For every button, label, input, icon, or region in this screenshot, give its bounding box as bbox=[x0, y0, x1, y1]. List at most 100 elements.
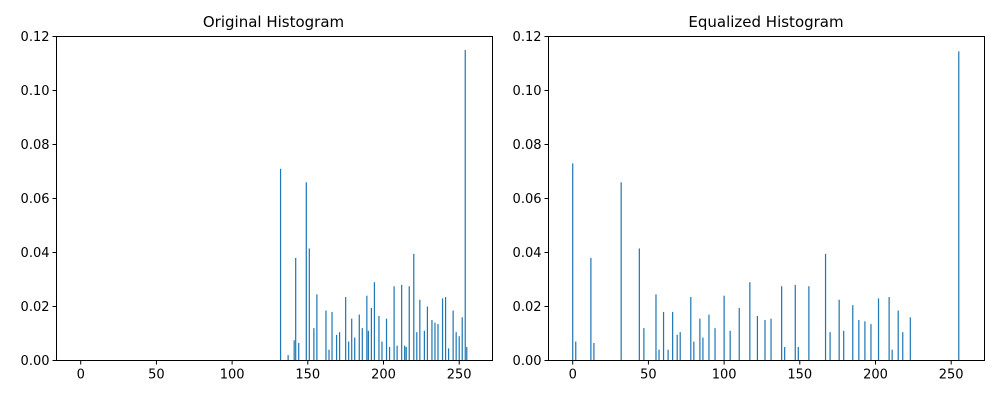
histogram-bar bbox=[770, 318, 772, 361]
histogram-bar bbox=[572, 163, 574, 361]
histogram-bar bbox=[794, 284, 796, 361]
histogram-bar bbox=[714, 328, 716, 361]
subplot-equalized: Equalized Histogram 0 50 100 150 200 250 0.00… bbox=[513, 13, 985, 383]
chart-title: Original Histogram bbox=[203, 13, 344, 31]
y-tick-label: 0.00 bbox=[513, 354, 542, 369]
histogram-bar bbox=[455, 332, 457, 361]
axes-frame bbox=[548, 36, 985, 361]
histogram-bar bbox=[279, 168, 282, 361]
y-tick-label: 0.08 bbox=[21, 138, 50, 153]
histogram-bar bbox=[305, 182, 307, 361]
histogram-bar bbox=[441, 298, 444, 361]
histogram-bar bbox=[891, 349, 893, 361]
histogram-bar bbox=[328, 349, 330, 361]
histogram-bar bbox=[388, 347, 391, 361]
histogram-bar bbox=[655, 294, 657, 361]
y-axis-ticks-original: 0.00 0.02 0.04 0.06 0.08 0.10 0.12 bbox=[21, 30, 57, 369]
x-tick-label: 100 bbox=[220, 368, 245, 383]
histogram-bar bbox=[354, 337, 356, 361]
histogram-bar bbox=[444, 297, 447, 361]
histogram-bar bbox=[351, 318, 353, 361]
y-tick-label: 0.12 bbox=[513, 30, 542, 45]
histogram-bar bbox=[464, 50, 466, 361]
bars-equalized bbox=[572, 51, 960, 361]
histogram-bar bbox=[385, 318, 388, 361]
histogram-bar bbox=[408, 286, 410, 361]
y-axis-ticks-equalized: 0.00 0.02 0.04 0.06 0.08 0.10 0.12 bbox=[513, 30, 549, 369]
histogram-bar bbox=[298, 342, 300, 361]
histogram-bar bbox=[729, 330, 731, 361]
x-tick-label: 250 bbox=[447, 368, 472, 383]
histogram-bar bbox=[620, 182, 622, 361]
histogram-bar bbox=[897, 310, 899, 361]
histogram-bar bbox=[316, 294, 318, 361]
histogram-bar bbox=[416, 332, 418, 361]
chart-title: Equalized Histogram bbox=[688, 13, 843, 31]
y-tick-label: 0.12 bbox=[21, 30, 50, 45]
histogram-bar bbox=[690, 297, 692, 361]
histogram-bar bbox=[466, 347, 468, 361]
histogram-bar bbox=[838, 299, 840, 361]
histogram-bar bbox=[643, 328, 645, 361]
histogram-bar bbox=[723, 295, 725, 361]
x-tick-label: 150 bbox=[295, 368, 320, 383]
histogram-bar bbox=[902, 332, 904, 361]
axes-frame bbox=[56, 36, 493, 361]
histogram-bar bbox=[447, 348, 450, 361]
histogram-bar bbox=[676, 334, 678, 361]
y-tick-label: 0.10 bbox=[21, 84, 50, 99]
histogram-bar bbox=[958, 51, 960, 361]
histogram-bar bbox=[378, 315, 380, 361]
x-tick-label: 100 bbox=[712, 368, 737, 383]
x-tick-label: 150 bbox=[787, 368, 812, 383]
histogram-bar bbox=[658, 349, 660, 361]
histogram-bar bbox=[672, 311, 674, 361]
subplot-original: Original Histogram 0 50 100 150 200 250 0.000… bbox=[21, 13, 493, 383]
y-tick-label: 0.06 bbox=[513, 192, 542, 207]
histogram-bar bbox=[335, 334, 338, 361]
histogram-bar bbox=[437, 324, 439, 361]
histogram-bar bbox=[370, 307, 372, 361]
histogram-bar bbox=[458, 336, 460, 361]
histogram-bar bbox=[413, 253, 415, 361]
histogram-bar bbox=[393, 286, 395, 361]
histogram-bar bbox=[295, 257, 297, 361]
histogram-bar bbox=[797, 347, 799, 361]
histogram-bar bbox=[693, 341, 695, 361]
histogram-bar bbox=[808, 286, 810, 361]
y-tick-label: 0.04 bbox=[21, 246, 50, 261]
histogram-bar bbox=[313, 328, 315, 361]
histogram-bar bbox=[590, 257, 592, 361]
y-tick-label: 0.10 bbox=[513, 84, 542, 99]
x-tick-label: 200 bbox=[371, 368, 396, 383]
bars-original bbox=[279, 50, 468, 361]
x-tick-label: 200 bbox=[863, 368, 888, 383]
histogram-bar bbox=[843, 330, 845, 361]
x-tick-label: 50 bbox=[148, 368, 165, 383]
histogram-bar bbox=[404, 345, 406, 361]
x-axis-ticks-original: 0 50 100 150 200 250 bbox=[77, 360, 472, 383]
histogram-bar bbox=[452, 310, 454, 361]
y-tick-label: 0.08 bbox=[513, 138, 542, 153]
histogram-bar bbox=[702, 337, 704, 361]
histogram-bar bbox=[738, 307, 740, 361]
histogram-bar bbox=[461, 317, 463, 361]
x-tick-label: 0 bbox=[569, 368, 577, 383]
histogram-bar bbox=[381, 341, 383, 361]
y-tick-label: 0.06 bbox=[21, 192, 50, 207]
histogram-bar bbox=[662, 311, 665, 361]
histogram-bar bbox=[764, 320, 766, 361]
histogram-bar bbox=[367, 330, 369, 361]
x-axis-ticks-equalized: 0 50 100 150 200 250 bbox=[569, 360, 964, 383]
histogram-bar bbox=[864, 321, 866, 361]
histogram-bar bbox=[366, 295, 368, 361]
histogram-bar bbox=[667, 349, 669, 361]
histogram-bar bbox=[870, 324, 872, 361]
y-tick-label: 0.00 bbox=[21, 354, 50, 369]
histogram-bar bbox=[824, 253, 827, 361]
histogram-bar bbox=[338, 332, 341, 361]
histogram-bar bbox=[708, 314, 710, 361]
histogram-bar bbox=[287, 355, 289, 361]
histogram-bar bbox=[431, 320, 433, 361]
histogram-bar bbox=[423, 330, 425, 361]
